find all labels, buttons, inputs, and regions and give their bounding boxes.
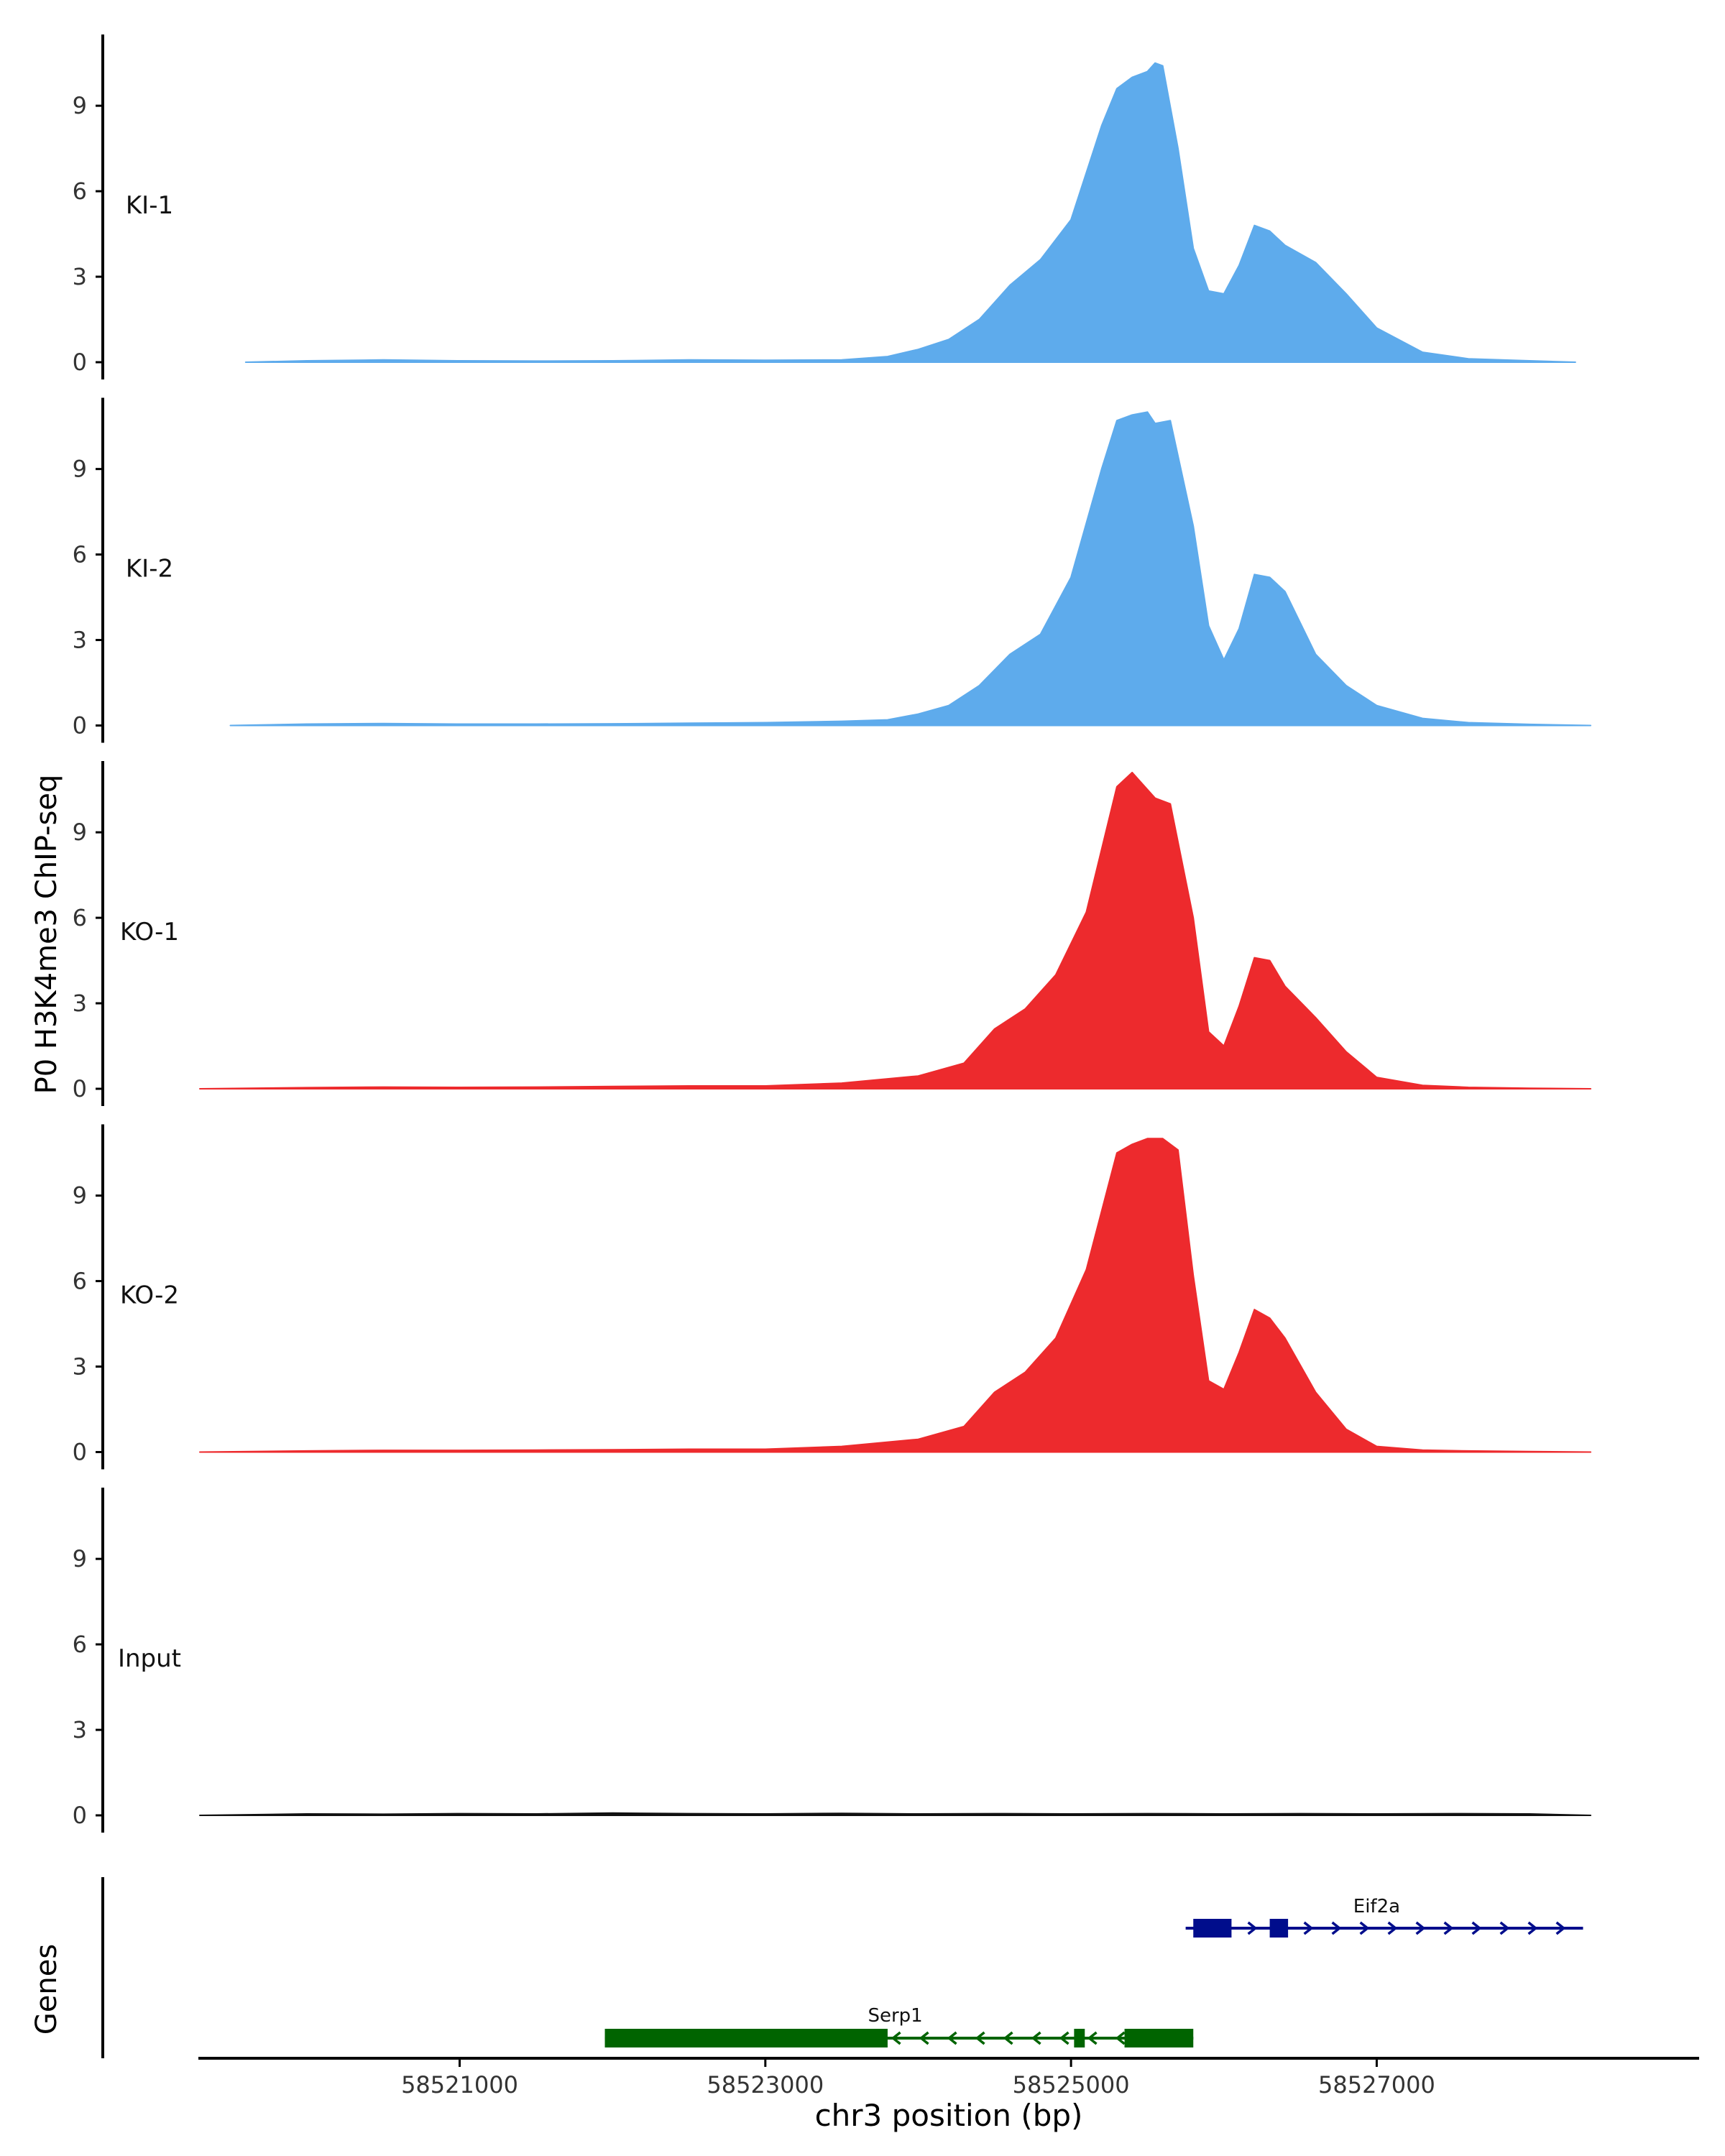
gene-exon (1269, 1919, 1289, 1938)
strand-arrow-icon (1359, 1921, 1370, 1935)
y-tick-label: 0 (73, 349, 87, 376)
x-tick-label: 58521000 (401, 2071, 518, 2099)
y-tick-label: 6 (73, 1268, 87, 1295)
strand-arrow-icon (1059, 2031, 1070, 2045)
track-ki-2: 0 3 6 9 KI-2 (73, 397, 1592, 743)
track-ki-1: 0 3 6 9 KI-1 (73, 34, 1576, 379)
y-axis-title: P0 H3K4me3 ChIP-seq (30, 775, 63, 1095)
y-tick-label: 3 (73, 990, 87, 1017)
coverage-area (199, 771, 1592, 1089)
track-ko-2: 0 3 6 9 KO-2 (73, 1124, 1592, 1470)
gene-exon (1074, 2029, 1085, 2047)
y-tick-label: 3 (73, 1353, 87, 1381)
coverage-area (244, 62, 1576, 363)
y-tick-label: 9 (73, 1545, 87, 1572)
strand-arrow-icon (1415, 1921, 1426, 1935)
strand-arrow-icon (919, 2031, 929, 2045)
strand-arrow-icon (1387, 1921, 1398, 1935)
y-tick-label: 0 (73, 712, 87, 740)
track-label: KO-1 (120, 918, 179, 946)
track-input: 0 3 6 9 Input (73, 1488, 1592, 1833)
track-label: Input (118, 1644, 181, 1673)
track-label: KO-2 (120, 1281, 179, 1309)
y-tick-label: 6 (73, 904, 87, 931)
strand-arrow-icon (947, 2031, 957, 2045)
y-tick-label: 3 (73, 627, 87, 654)
strand-arrow-icon (1031, 2031, 1041, 2045)
y-tick-label: 3 (73, 263, 87, 290)
x-tick-label: 58523000 (707, 2071, 824, 2099)
y-tick-label: 6 (73, 178, 87, 205)
y-tick-label: 0 (73, 1802, 87, 1829)
track-ko-1: 0 3 6 9 KO-1 (73, 761, 1592, 1106)
y-tick-label: 9 (73, 819, 87, 846)
gene-exon (604, 2029, 888, 2047)
strand-arrow-icon (1303, 1921, 1314, 1935)
gene-label: Eif2a (1353, 1896, 1400, 1917)
y-tick-label: 0 (73, 1075, 87, 1102)
gene-exon (1193, 1919, 1232, 1938)
coverage-area (199, 1812, 1592, 1816)
coverage-area (199, 1138, 1592, 1453)
strand-arrow-icon (1003, 2031, 1013, 2045)
genes-panel-title: Genes (30, 1944, 63, 2035)
y-tick-label: 9 (73, 1182, 87, 1210)
strand-arrow-icon (1087, 2031, 1098, 2045)
strand-arrow-icon (975, 2031, 985, 2045)
strand-arrow-icon (1331, 1921, 1342, 1935)
genes-panel: Eif2a Serp1 (101, 1877, 1583, 2058)
strand-arrow-icon (1247, 1921, 1258, 1935)
coverage-tracks: 0 3 6 9 KI-1 0 3 6 9 KI-2 0 3 6 9 KO-1 0 3 6 9 KO-2 0 3 6 9 Inpu… (73, 34, 1592, 1833)
gene-exon (1124, 2029, 1194, 2047)
x-axis: 58521000 58523000 58525000 58527000 (198, 2057, 1699, 2099)
track-label: KI-2 (126, 554, 173, 583)
y-tick-label: 9 (73, 92, 87, 119)
coverage-area (229, 411, 1592, 727)
strand-arrow-icon (1443, 1921, 1454, 1935)
strand-arrow-icon (891, 2031, 901, 2045)
y-tick-label: 3 (73, 1716, 87, 1743)
x-tick-label: 58525000 (1013, 2071, 1130, 2099)
y-tick-label: 9 (73, 456, 87, 483)
gene-eif2a: Eif2a (1185, 1896, 1583, 1938)
x-tick-label: 58527000 (1318, 2071, 1435, 2099)
strand-arrow-icon (1499, 1921, 1510, 1935)
gene-label: Serp1 (868, 2005, 922, 2027)
gene-serp1: Serp1 (604, 2005, 1194, 2047)
strand-arrow-icon (1115, 2031, 1126, 2045)
strand-arrow-icon (1527, 1921, 1538, 1935)
y-tick-label: 6 (73, 541, 87, 568)
strand-arrow-icon (1555, 1921, 1566, 1935)
y-tick-label: 0 (73, 1439, 87, 1466)
y-tick-label: 6 (73, 1631, 87, 1658)
track-label: KI-1 (126, 191, 173, 220)
strand-arrow-icon (1471, 1921, 1482, 1935)
x-axis-title: chr3 position (bp) (815, 2098, 1083, 2133)
